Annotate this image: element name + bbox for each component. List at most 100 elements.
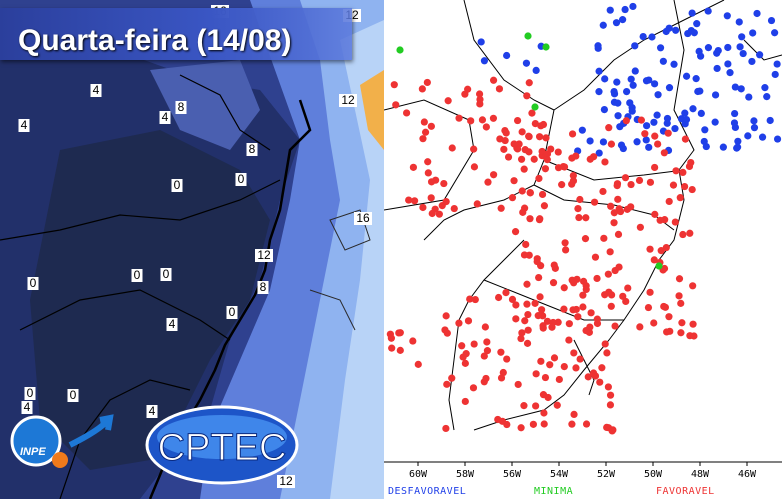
contour-line bbox=[309, 289, 356, 331]
station-dot bbox=[574, 205, 582, 213]
contour-label-text: 4 bbox=[149, 404, 156, 418]
station-dot bbox=[690, 29, 698, 37]
station-dot bbox=[440, 179, 448, 188]
contour-label-box bbox=[226, 306, 238, 319]
station-dot bbox=[547, 145, 555, 153]
station-dot bbox=[497, 374, 506, 382]
station-dot bbox=[670, 60, 678, 68]
contour-label-box bbox=[277, 475, 295, 488]
station-dot bbox=[593, 274, 601, 283]
station-dot bbox=[538, 147, 546, 156]
station-dot bbox=[536, 293, 544, 301]
station-dot bbox=[470, 163, 479, 171]
station-dot bbox=[530, 155, 538, 163]
station-dot bbox=[540, 202, 549, 210]
station-dot bbox=[525, 133, 533, 141]
station-dot bbox=[470, 340, 478, 348]
station-dot bbox=[537, 306, 546, 314]
station-dot bbox=[631, 42, 639, 50]
station-dot bbox=[586, 155, 594, 163]
station-dot bbox=[503, 51, 511, 60]
station-dot bbox=[651, 132, 659, 140]
state-border bbox=[19, 289, 231, 341]
station-dot bbox=[548, 323, 556, 331]
contour-label-box bbox=[255, 249, 273, 262]
station-dot bbox=[565, 320, 573, 328]
station-dot bbox=[427, 178, 436, 186]
contour-label-text: 0 bbox=[229, 305, 236, 319]
station-dot bbox=[569, 177, 578, 185]
station-dot bbox=[731, 109, 739, 118]
station-dot bbox=[442, 312, 450, 320]
station-dot bbox=[419, 135, 427, 143]
station-dot bbox=[590, 198, 599, 206]
station-dot bbox=[396, 46, 404, 54]
station-dot bbox=[550, 354, 559, 362]
station-dot bbox=[726, 69, 734, 77]
station-dot bbox=[714, 47, 722, 55]
station-dot bbox=[526, 215, 534, 223]
station-dot bbox=[733, 144, 741, 152]
station-dot bbox=[627, 180, 635, 189]
station-dot bbox=[528, 109, 536, 117]
station-dot bbox=[411, 197, 419, 205]
station-dot bbox=[538, 190, 547, 199]
station-dot bbox=[639, 32, 647, 41]
station-dot bbox=[568, 130, 577, 138]
station-dot bbox=[520, 402, 528, 410]
legend-favorable: FAVORAVEL bbox=[656, 486, 715, 497]
station-dot bbox=[656, 44, 665, 52]
station-dot bbox=[627, 75, 635, 83]
station-dot bbox=[442, 424, 450, 433]
warm-zone bbox=[360, 70, 384, 150]
station-dot bbox=[484, 178, 492, 186]
station-dot bbox=[767, 16, 776, 25]
station-dot bbox=[469, 384, 478, 392]
station-dot bbox=[534, 312, 542, 320]
station-dot bbox=[633, 138, 641, 146]
station-dot bbox=[579, 291, 587, 299]
contour-label-text: 4 bbox=[24, 400, 31, 414]
station-dot bbox=[560, 305, 568, 313]
station-dot bbox=[423, 78, 431, 87]
station-dot bbox=[502, 129, 510, 137]
contour-label-text: 12 bbox=[257, 248, 271, 262]
contour-label: 0 bbox=[235, 172, 247, 186]
station-dot bbox=[541, 373, 550, 382]
station-dot bbox=[686, 229, 694, 237]
inpe-logo-circle bbox=[10, 415, 62, 467]
station-dot bbox=[753, 9, 761, 18]
station-dot bbox=[464, 317, 473, 325]
axis-tick-label: 56W bbox=[503, 469, 522, 480]
inpe-logo-dot bbox=[52, 452, 68, 468]
station-dot bbox=[606, 401, 615, 409]
contour-label-box bbox=[246, 143, 258, 156]
station-dot bbox=[591, 253, 600, 261]
station-dot bbox=[554, 148, 562, 156]
station-dot bbox=[610, 219, 618, 227]
page-title: Quarta-feira (14/08) bbox=[18, 24, 292, 57]
station-dot bbox=[525, 148, 533, 156]
station-dot bbox=[542, 43, 550, 51]
station-dot bbox=[541, 165, 550, 173]
station-dot bbox=[750, 117, 758, 125]
station-dot bbox=[519, 208, 527, 216]
station-dot bbox=[690, 332, 698, 340]
contour-label: 0 bbox=[226, 305, 238, 319]
forecast-map: 16121244848000004128016044012 INPE CPTEC… bbox=[0, 0, 384, 499]
station-dot bbox=[761, 84, 769, 92]
station-dot bbox=[711, 118, 719, 126]
station-dot bbox=[546, 361, 554, 369]
station-dot bbox=[464, 85, 472, 93]
station-dot bbox=[610, 90, 619, 98]
station-dot bbox=[606, 391, 615, 399]
station-dot bbox=[688, 185, 696, 194]
station-dot bbox=[756, 51, 764, 59]
contour-label-text: 0 bbox=[70, 388, 77, 402]
station-dot bbox=[589, 369, 598, 377]
station-dot bbox=[737, 85, 745, 93]
station-dot bbox=[424, 158, 432, 166]
state-border bbox=[179, 74, 271, 151]
inpe-logo: INPE bbox=[10, 414, 114, 468]
station-dot bbox=[568, 420, 576, 428]
